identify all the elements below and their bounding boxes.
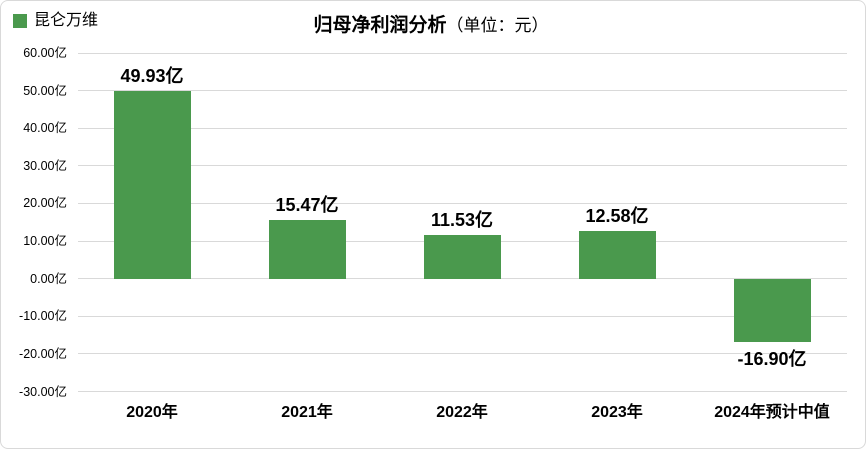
gridline [78, 391, 847, 392]
chart-title-unit: （单位：元） [446, 16, 549, 35]
gridline [78, 127, 847, 129]
bar-2023年 [578, 231, 656, 279]
y-tick-label: 60.00亿 [23, 46, 67, 60]
chart-title: 归母净利润分析（单位：元） [251, 10, 611, 37]
bar-2021年 [268, 220, 346, 279]
gridline [78, 315, 847, 317]
x-tick-label: 2022年 [436, 404, 488, 421]
gridline [78, 202, 847, 204]
value-label: 15.47亿 [275, 195, 339, 216]
bar-2020年 [113, 90, 191, 279]
y-tick-label: 40.00亿 [23, 121, 67, 136]
y-tick-label: 50.00亿 [23, 83, 67, 98]
legend-swatch-icon [13, 14, 27, 28]
gridline [78, 353, 847, 355]
y-tick-label: -10.00亿 [19, 309, 67, 324]
gridline [78, 278, 847, 280]
y-tick-label: -20.00亿 [19, 346, 67, 361]
x-tick-label: 2021年 [281, 404, 333, 421]
y-tick-label: -30.00亿 [19, 384, 67, 399]
y-tick-label: 30.00亿 [23, 158, 67, 173]
legend: 昆仑万维 [13, 12, 98, 30]
y-tick-label: 0.00亿 [30, 271, 67, 286]
bar-2024年预计中值 [733, 278, 811, 343]
value-label: 12.58亿 [585, 206, 649, 227]
bar-2022年 [423, 235, 501, 279]
y-tick-label: 20.00亿 [23, 196, 67, 211]
chart-title-main: 归母净利润分析 [313, 15, 447, 36]
gridline [78, 90, 847, 92]
x-tick-label: 2024年预计中值 [714, 404, 830, 421]
y-tick-label: 10.00亿 [23, 234, 67, 249]
x-tick-label: 2020年 [126, 404, 178, 421]
value-label: -16.90亿 [737, 349, 807, 370]
gridline [78, 52, 847, 54]
value-label: 11.53亿 [430, 210, 494, 231]
gridline [78, 165, 847, 167]
legend-series-label: 昆仑万维 [34, 12, 99, 29]
value-label: 49.93亿 [120, 65, 184, 86]
x-tick-label: 2023年 [591, 404, 643, 421]
